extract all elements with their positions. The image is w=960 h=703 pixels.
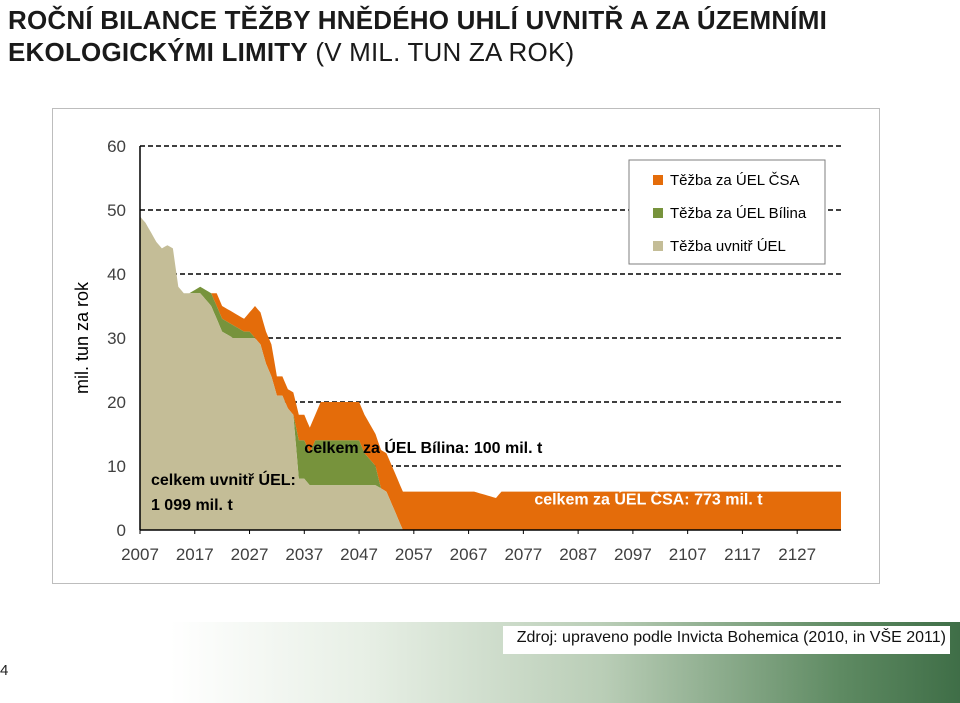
x-tick-label: 2087	[559, 545, 597, 564]
page-number: 4	[0, 662, 9, 679]
y-tick-label: 50	[107, 201, 126, 220]
annotation-inside-total: celkem uvnitř ÚEL:	[151, 470, 296, 489]
source-note: Zdroj: upraveno podle Invicta Bohemica (…	[502, 626, 950, 654]
x-tick-label: 2017	[176, 545, 214, 564]
y-tick-label: 60	[107, 137, 126, 156]
slide-title-line1: ROČNÍ BILANCE TĚŽBY HNĚDÉHO UHLÍ UVNITŘ …	[8, 5, 827, 35]
chart-frame: 0 10 20 30 40 50 60 2007 2017 2027 2037 2047 2057 206…	[52, 108, 880, 584]
legend-label: Těžba za ÚEL ČSA	[670, 172, 800, 189]
legend-label: Těžba za ÚEL Bílina	[670, 205, 807, 222]
x-tick-label: 2097	[614, 545, 652, 564]
mining-balance-chart: 0 10 20 30 40 50 60 2007 2017 2027 2037 2047 2057 206…	[72, 137, 841, 564]
y-tick-label: 30	[107, 329, 126, 348]
y-tick-label: 10	[107, 457, 126, 476]
x-tick-label: 2077	[504, 545, 542, 564]
annotation-bilina-total: celkem za ÚEL Bílina: 100 mil. t	[304, 438, 543, 457]
slide-title-line2-bold: EKOLOGICKÝMI LIMITY	[8, 37, 308, 67]
x-tick-label: 2057	[395, 545, 433, 564]
y-tick-label: 0	[117, 521, 126, 540]
area-series-t-ba-uvnit-el	[140, 216, 841, 530]
slide-title: ROČNÍ BILANCE TĚŽBY HNĚDÉHO UHLÍ UVNITŘ …	[8, 4, 948, 68]
annotation-csa-total: celkem za ÚEL ČSA: 773 mil. t	[534, 489, 763, 508]
legend-swatch	[653, 208, 663, 218]
slide-title-line2: EKOLOGICKÝMI LIMITY (V MIL. TUN ZA ROK)	[8, 36, 948, 68]
legend-swatch	[653, 175, 663, 185]
x-tick-label: 2127	[778, 545, 816, 564]
x-tick-label: 2117	[724, 545, 761, 564]
x-tick-label: 2007	[121, 545, 159, 564]
y-tick-label: 20	[107, 393, 126, 412]
legend-label: Těžba uvnitř ÚEL	[670, 238, 786, 255]
x-tick-label: 2067	[450, 545, 488, 564]
y-axis-label: mil. tun za rok	[72, 281, 92, 394]
legend-swatch	[653, 241, 663, 251]
area-series-t-ba-za-el-sa	[140, 216, 841, 530]
slide-title-line2-rest: (V MIL. TUN ZA ROK)	[307, 37, 575, 67]
area-series-t-ba-za-el-b-lina	[140, 216, 841, 530]
x-tick-label: 2047	[340, 545, 378, 564]
annotation-inside-total-value: 1 099 mil. t	[151, 497, 233, 514]
x-tick-label: 2107	[669, 545, 707, 564]
x-tick-label: 2037	[285, 545, 323, 564]
y-tick-label: 40	[107, 265, 126, 284]
x-tick-label: 2027	[231, 545, 269, 564]
